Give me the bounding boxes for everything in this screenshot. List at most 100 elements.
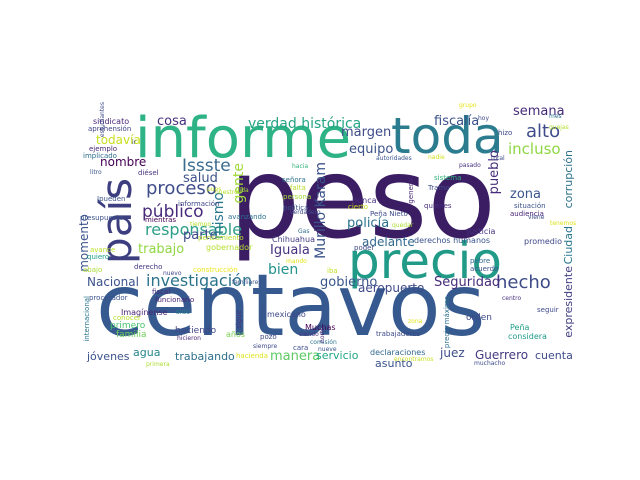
word-cloud-word: nunca [352,196,377,205]
word-cloud-word: falta [290,184,306,192]
word-cloud-word: hoy [478,115,490,122]
word-cloud-word: precio máximo [443,296,451,349]
word-cloud-word: Tramo [428,184,450,192]
word-cloud-word: derecho [134,263,163,271]
word-cloud-word: sindicato [93,117,130,126]
word-cloud-word: margen [341,125,392,140]
word-cloud-word: quiero [87,253,110,261]
word-cloud-word: encontramos [394,356,434,363]
word-cloud-word: pues [207,186,222,193]
word-cloud-word: mexicano [267,310,306,319]
word-cloud-word: vida [236,187,249,194]
word-cloud-word: Ciudad [562,226,575,265]
word-cloud-word: quejas [549,124,569,131]
word-cloud-word: cuenta [535,349,573,362]
word-cloud-word: orden [466,313,493,323]
word-cloud-word: fiscalía [434,114,480,129]
word-cloud-word: grupo [459,102,477,109]
word-cloud-word: persona [283,193,312,201]
word-cloud-word: familiares [232,279,262,286]
word-cloud-word: hicieron [177,335,201,342]
word-cloud-word: señora [282,176,306,184]
word-cloud-word: implicado [83,152,117,160]
word-cloud-word: parte [183,228,218,243]
word-cloud-word: hizo [498,129,513,137]
word-cloud-word: informe [135,106,352,171]
word-cloud-word: mes [549,113,562,120]
word-cloud-word: promedio [524,237,562,246]
word-cloud-word: general [407,177,415,204]
word-cloud-word: pozo [260,333,277,341]
word-cloud-word: aeropuerto [358,281,425,295]
word-cloud-word: bien [268,262,299,278]
word-cloud-word: sistema [434,174,462,182]
word-cloud-word: pensamiento [198,234,244,242]
word-cloud-word: toda [391,107,504,165]
word-cloud-word: trabajando [175,350,235,363]
word-cloud-word: gente [231,163,247,204]
word-cloud-word: información [178,200,220,208]
word-cloud-word: trabajo [138,242,185,257]
word-cloud-word: jóvenes [87,350,130,363]
word-cloud-word: mientras [145,216,177,224]
word-cloud-word: ir [132,139,137,146]
word-cloud-word: Peña [510,323,530,332]
word-cloud-word: avanzando [228,213,267,221]
word-cloud-word: comisión [310,339,337,346]
word-cloud-word: audiencia [510,210,544,218]
word-cloud-word: trabajadores [376,330,421,338]
word-cloud-word: derechos humanos [414,236,491,245]
word-cloud-word: Nacional [87,275,139,289]
word-cloud-word: primero [110,321,146,331]
word-cloud-word: construcción [193,266,238,274]
word-cloud-word: muchacho [474,360,506,367]
word-cloud-word: público [142,202,204,222]
word-cloud-word: adelante [362,235,415,249]
word-cloud-word: servicio [316,349,359,362]
word-cloud-word: ejemplo [89,145,118,153]
word-cloud-word: peso [229,134,496,264]
word-cloud-word: Muchas [305,323,336,332]
word-cloud-word: avance [90,246,116,254]
word-cloud-word: todavía [96,133,141,147]
word-cloud-word: total [491,155,505,162]
word-cloud-word: alto [526,121,561,142]
word-cloud-word: expresidente [562,266,575,338]
word-cloud-word: cara [293,344,309,352]
word-cloud-word: Chihuahua [272,235,315,244]
word-cloud-word: Seguridad [434,275,501,290]
word-cloud-word: nadie [428,154,445,161]
word-cloud-word: juez [440,346,465,360]
word-cloud-word: cosa [157,114,187,129]
word-cloud-word: política [283,204,309,212]
word-cloud-word: Imagínense [121,308,168,317]
word-cloud-word: sido [176,308,191,316]
word-cloud-word: nuestro [215,189,238,196]
word-cloud-word: justicia [467,227,496,236]
word-cloud-word: situación [514,202,546,210]
word-cloud-word: presupuesto [80,214,124,222]
word-cloud-word: abajo [83,266,103,274]
word-cloud-word: fiscal [152,288,171,296]
word-cloud-word: hacia [292,163,309,170]
word-cloud-word: nombre [100,155,147,169]
word-cloud-word: cierto [348,203,369,211]
word-cloud-word: tenemos [550,220,577,227]
word-cloud-word: acuerdo [470,265,499,273]
word-cloud-word: estudiantes [99,102,106,138]
word-cloud-word: mina [258,305,267,325]
word-cloud-word: funcionario [155,296,195,304]
word-cloud-word: haciendo [175,326,217,336]
word-cloud-word: nuevo [163,270,182,277]
word-cloud-word: pobre [470,257,491,265]
word-cloud-word: corrupción [562,150,575,209]
word-cloud-word: zona [510,187,541,202]
word-cloud-word: Issste [182,156,231,176]
word-cloud-word: agua [133,346,161,359]
word-cloud-word: internacional [83,296,91,342]
word-cloud-word: seguir [537,306,559,314]
word-cloud-word: investigación [146,271,253,290]
word-cloud-word: diésel [138,169,159,177]
word-cloud-word: hacienda [236,352,268,360]
